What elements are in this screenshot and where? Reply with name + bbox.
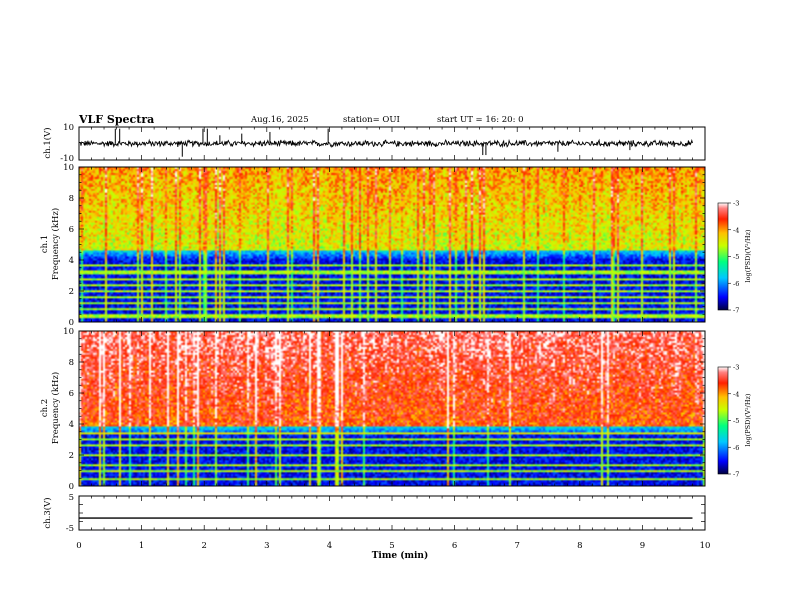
y-tick-label: 10 [63,327,74,337]
ch1-spectrogram-yticklabels: 0 2 4 6 8 10 [63,163,74,328]
x-tick-label: 9 [640,541,645,551]
y-tick-label: 2 [69,287,74,297]
ch1-spectrogram-frame [78,166,706,323]
ch2-spectrogram-ylabel-freq: Frequency (kHz) [50,372,61,444]
colorbar-tick-label: -6 [733,444,739,452]
ch1-ytick-top: 10 [63,123,74,133]
ch2-spectrogram-yticklabels: 0 2 4 6 8 10 [63,327,74,492]
y-tick-label: 4 [69,256,74,266]
ch3-ytick-bottom: -5 [66,524,74,534]
ch1-colorbar-ticks: -3 -4 -5 -6 -7 [728,200,739,315]
x-tick-label: 3 [264,541,269,551]
x-tick-label: 1 [139,541,144,551]
ch1-spectrogram-ylabel-channel: ch.1 [40,235,50,253]
x-tick-label: 2 [201,541,206,551]
ch1-waveform-spikes [114,128,631,157]
y-tick-label: 2 [69,451,74,461]
x-tick-label: 5 [389,541,394,551]
ch1-waveform-trace [78,138,693,149]
x-tick-label: 0 [76,541,81,551]
ch2-spectrogram-ylabel-channel: ch.2 [40,399,50,417]
colorbar-tick-label: -5 [733,253,739,261]
station-label: station= OUI [343,115,400,125]
x-tick-label: 7 [514,541,519,551]
y-tick-label: 0 [69,482,74,492]
y-tick-label: 0 [69,318,74,328]
y-tick-label: 8 [69,358,74,368]
y-tick-label: 6 [69,389,74,399]
spectrogram-image [79,331,705,486]
colorbar-tick-label: -3 [733,364,739,372]
ch2-colorbar [717,366,729,475]
date-label: Aug.16, 2025 [251,115,309,125]
x-tick-label: 8 [577,541,582,551]
ch3-ytick-top: 5 [69,493,74,503]
figure-title: VLF Spectra [79,113,155,126]
colorbar-tick-label: -7 [733,307,739,315]
colorbar-tick-label: -4 [733,226,739,234]
colorbar-tick-label: -4 [733,390,739,398]
ch3-waveform-ticks [78,495,706,531]
spectrogram-image [79,167,705,322]
time-axis-label: Time (min) [372,550,429,561]
x-tick-label: 4 [327,541,332,551]
time-axis-ticklabels: 0 1 2 3 4 5 6 7 8 9 10 [76,541,710,551]
ch1-colorbar [717,202,729,311]
colorbar-tick-label: -5 [733,417,739,425]
ch1-colorbar-label: log(PSD)(V²/Hz) [744,229,752,282]
ch3-waveform-panel: 5 -5 ch.3(V) 0 1 2 3 4 5 6 7 8 9 10 Time (min) [42,493,710,561]
colorbar-tick-label: -3 [733,200,739,208]
y-tick-label: 4 [69,420,74,430]
colorbar-tick-label: -6 [733,280,739,288]
ch3-waveform-frame [78,495,706,531]
ch1-spectrogram-heatmap [79,167,705,322]
start-time-label: start UT = 16: 20: 0 [437,115,524,125]
ch2-colorbar-label: log(PSD)(V²/Hz) [744,393,752,446]
ch2-spectrogram-heatmap [79,331,705,486]
ch1-waveform-frame [78,126,706,161]
x-tick-label: 6 [452,541,457,551]
y-tick-label: 6 [69,225,74,235]
ch1-ytick-bottom: -10 [60,154,74,164]
ch2-spectrogram-frame [78,330,706,487]
ch3-waveform-ylabel: ch.3(V) [42,497,53,528]
y-tick-label: 10 [63,163,74,173]
x-tick-label: 10 [700,541,711,551]
y-tick-label: 8 [69,194,74,204]
ch2-colorbar-ticks: -3 -4 -5 -6 -7 [728,364,739,479]
ch1-spectrogram-ylabel-freq: Frequency (kHz) [50,208,61,280]
ch1-waveform-panel: 10 -10 ch.1(V) [42,123,706,164]
ch1-waveform-ylabel: ch.1(V) [42,127,53,158]
colorbar-tick-label: -7 [733,471,739,479]
